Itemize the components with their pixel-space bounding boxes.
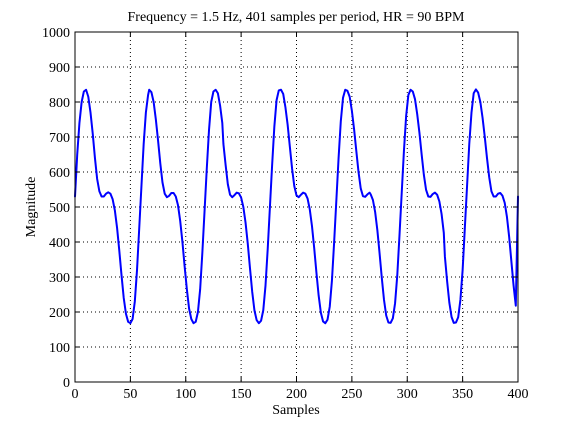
y-tick-labels: 0 100 200 300 400 500 600 700 800 900 1000 [42,26,70,391]
y-tick-label: 400 [49,236,70,251]
y-tick-label: 300 [49,271,70,286]
series-layer [74,88,519,325]
series-line [74,88,519,325]
x-tick-label: 0 [72,387,79,402]
x-tick-label: 350 [452,387,473,402]
y-tick-label: 100 [49,341,70,356]
y-tick-label: 1000 [42,26,70,41]
x-tick-label: 300 [397,387,418,402]
tick-marks [74,31,519,383]
y-tick-label: 700 [49,131,70,146]
x-tick-label: 150 [231,387,252,402]
y-axis-label: Magnitude [24,177,39,238]
x-tick-label: 100 [175,387,196,402]
y-tick-label: 600 [49,166,70,181]
y-tick-label: 0 [63,376,70,391]
y-tick-label: 500 [49,201,70,216]
x-tick-label: 400 [508,387,529,402]
chart-title: Frequency = 1.5 Hz, 401 samples per peri… [128,10,466,25]
x-tick-labels: 0 50 100 150 200 250 300 350 400 [72,387,529,402]
x-tick-label: 200 [286,387,307,402]
y-tick-label: 900 [49,61,70,76]
x-tick-label: 50 [123,387,137,402]
plot-area [74,31,519,383]
y-tick-label: 200 [49,306,70,321]
y-tick-label: 800 [49,96,70,111]
x-tick-label: 250 [341,387,362,402]
x-axis-label: Samples [272,403,319,418]
